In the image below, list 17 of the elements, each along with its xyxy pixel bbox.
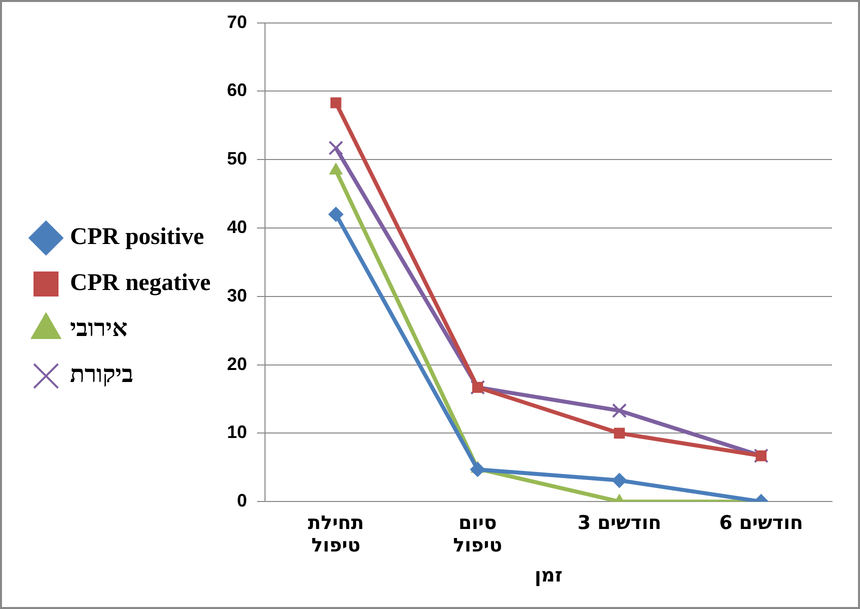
y-tick-label: 30 [226,285,248,306]
x-tick-label: 3 חודשים [577,512,662,534]
legend-label: ביקורת [70,362,134,388]
x-tick-label: תחילת טיפול [308,512,364,557]
y-tick-label: 70 [226,12,248,32]
legend-label: CPR positive [70,224,204,250]
y-tick-label: 10 [226,422,248,442]
x-axis-title: זמן [534,564,562,587]
legend-label: אירובי [70,316,128,342]
x-tick-label: סיום טיפול [453,512,502,557]
y-tick-label: 50 [226,148,248,169]
x-tick-label: 6 חודשים [719,512,804,534]
y-tick-label: 20 [226,354,248,374]
y-tick-label: 0 [237,490,248,511]
y-tick-label: 60 [226,80,248,100]
y-tick-label: 40 [226,216,248,237]
legend-label: CPR negative [70,270,211,296]
